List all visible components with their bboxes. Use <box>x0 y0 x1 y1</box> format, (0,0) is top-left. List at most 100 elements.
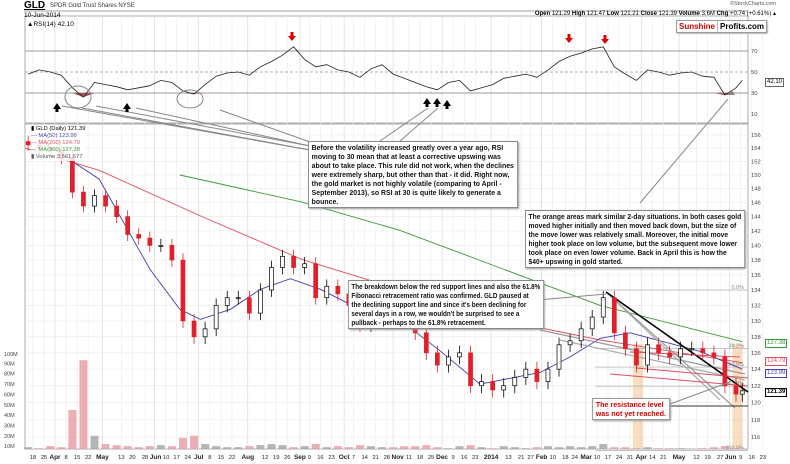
volume-bar <box>134 447 143 449</box>
candle-body <box>534 368 540 382</box>
security-name: SPDR Gold Trust Shares NYSE <box>50 3 135 9</box>
volume-label: Volume <box>678 11 700 17</box>
open-value: 121.29 <box>551 11 571 17</box>
x-tick-label: Dec <box>436 454 448 461</box>
candle-body <box>224 297 230 306</box>
candle-body <box>147 237 153 246</box>
callout-line <box>81 107 311 151</box>
price-tick-label: 132 <box>751 303 761 309</box>
up-arrow-icon <box>123 103 131 112</box>
x-tick-label: Feb <box>536 454 548 461</box>
callout-line <box>379 107 429 142</box>
candle-body <box>634 348 639 366</box>
x-tick-label: Jun <box>725 454 737 461</box>
x-tick-label: 15 <box>74 455 80 461</box>
volume-bar <box>698 448 707 449</box>
annotation-line: the move lower was relatively small. Mor… <box>528 230 729 239</box>
candle-body <box>523 368 529 378</box>
candle-body <box>490 381 496 391</box>
annotation-line: Before the volatility increased greatly … <box>311 143 504 152</box>
volume-bar <box>267 444 276 449</box>
x-tick-label: 9 <box>308 455 311 461</box>
volume-bar <box>400 446 409 449</box>
candle-body <box>335 285 341 295</box>
rsi-oversold-fill <box>194 93 206 95</box>
x-tick-label: 8 <box>208 455 211 461</box>
candle-body <box>269 267 274 291</box>
x-tick-label: 24 <box>184 455 191 461</box>
volume-bar <box>411 446 420 449</box>
volume-bar <box>201 444 210 449</box>
volume-bar <box>57 447 66 449</box>
volume-bar <box>455 446 464 449</box>
down-arrow-icon <box>601 35 609 44</box>
callout-line <box>669 381 731 405</box>
ma50-value-box: 123.99 <box>765 369 788 378</box>
volume-bar <box>223 447 232 449</box>
price-tick-label: 150 <box>751 173 761 179</box>
x-tick-label: Jul <box>194 454 204 461</box>
volume-bar <box>24 447 33 449</box>
price-tick-label: 124 <box>751 367 761 373</box>
x-tick-label: 12 <box>693 455 699 461</box>
volume-tick-label: 50M <box>4 403 15 409</box>
volume-tick-label: 100M <box>4 352 18 358</box>
callout-line <box>639 98 729 204</box>
volume-bar <box>588 446 597 449</box>
volume-bar <box>212 446 221 449</box>
volume-bar <box>278 445 287 449</box>
x-tick-label: 21 <box>660 455 666 461</box>
candle-body <box>656 344 661 354</box>
candle-body <box>114 205 119 217</box>
candle-body <box>733 385 739 395</box>
x-tick-label: 19 <box>704 455 710 461</box>
volume-bar <box>35 448 44 449</box>
volume-bar <box>610 447 619 449</box>
up-arrow-icon <box>433 98 441 107</box>
annotation-line: The resistance level <box>595 400 664 409</box>
rsi-tick-label: 70 <box>751 49 757 55</box>
price-tick-label: 130 <box>751 319 761 325</box>
candle-body <box>313 263 319 299</box>
volume-bar <box>632 448 641 449</box>
price-tick-label: 140 <box>751 243 761 249</box>
x-tick-label: 25 <box>41 455 47 461</box>
annotation-line: bounce. <box>311 197 339 206</box>
annotation-line: several days in a row, we wouldn't be su… <box>351 309 520 318</box>
volume-bar <box>566 446 575 449</box>
annotation-line: moved higher initially and then moved ba… <box>528 221 737 230</box>
x-tick-label: 16 <box>749 455 755 461</box>
rsi-arrows <box>53 32 735 112</box>
rsi-label: ▲RSI(14) 42.10 <box>27 21 74 28</box>
price-legend: ▮ GLD (Daily) 121.39 — MA(50) 123.99 — M… <box>31 126 86 161</box>
volume-bar <box>731 448 740 449</box>
x-tick-label: 31 <box>627 455 633 461</box>
candle-body <box>169 245 175 261</box>
candle-body <box>202 328 208 338</box>
volume-tick-label: 10M <box>4 444 15 450</box>
volume-bar <box>79 360 88 449</box>
change-value: +0.74 (+0.61%) <box>729 11 772 17</box>
volume-bar <box>156 445 165 449</box>
volume-bar <box>112 445 121 449</box>
candle-body <box>125 216 131 235</box>
annotation-line: the declining support line and since it'… <box>351 300 527 309</box>
volume-bar <box>46 446 55 449</box>
annotation-line: $40+ upswing in gold started. <box>528 257 623 266</box>
volume-bar <box>101 444 110 449</box>
price-tick-label: 142 <box>751 229 761 235</box>
candle-body <box>258 289 263 314</box>
change-label: Chg <box>716 11 729 17</box>
legend-volume: ▮ Volume 3,561,677 <box>31 154 83 160</box>
volume-bar <box>344 447 353 449</box>
x-tick-label: Jun <box>150 454 162 461</box>
rsi-circle <box>64 85 92 109</box>
x-tick-label: 18 <box>30 455 36 461</box>
x-tick-label: Sep <box>294 454 306 461</box>
volume-bar <box>555 447 564 449</box>
rsi-tick-label: 30 <box>751 91 757 97</box>
candle-body <box>136 234 142 239</box>
volume-tick-label: 90M <box>4 361 15 367</box>
volume-bar <box>709 447 718 449</box>
price-tick-label: 138 <box>751 258 761 264</box>
